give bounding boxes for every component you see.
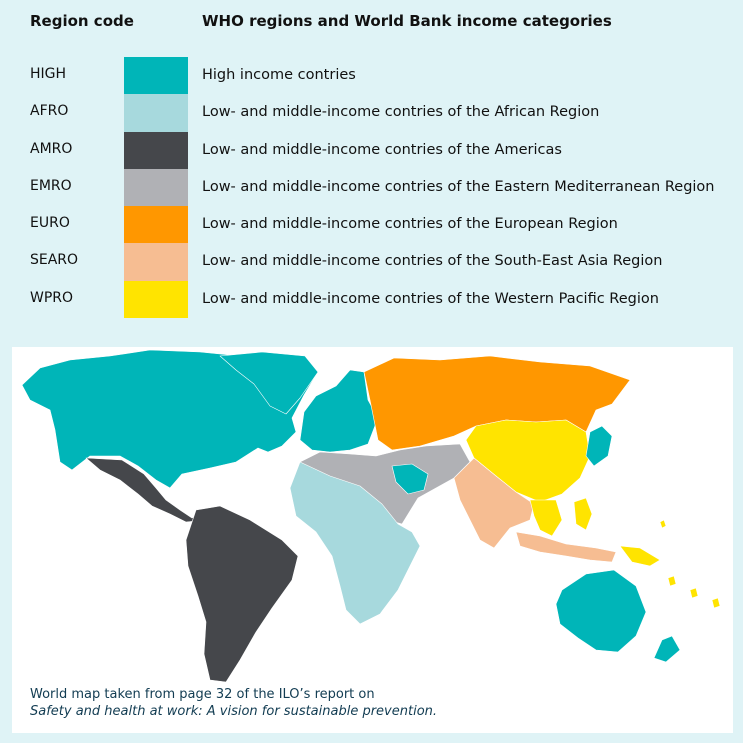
map-region-south-america-amro xyxy=(185,505,299,683)
map-region-philippines-wpro xyxy=(573,497,593,531)
legend-row-amro: AMRO Low- and middle-income contries of … xyxy=(0,131,743,169)
region-description: Low- and middle-income contries of the E… xyxy=(202,216,618,233)
legend-row-euro: EURO Low- and middle-income contries of … xyxy=(0,206,743,244)
map-caption: World map taken from page 32 of the ILO’… xyxy=(30,686,437,720)
region-code: AFRO xyxy=(30,103,69,120)
color-swatch xyxy=(124,57,188,95)
legend: HIGH High income contries AFRO Low- and … xyxy=(0,57,743,319)
legend-row-afro: AFRO Low- and middle-income contries of … xyxy=(0,94,743,132)
legend-row-emro: EMRO Low- and middle-income contries of … xyxy=(0,168,743,207)
region-code: HIGH xyxy=(30,66,67,82)
map-region-south-asia-searo xyxy=(453,457,535,549)
map-region-southeast-asia-wpro xyxy=(529,499,563,537)
region-code: AMRO xyxy=(30,140,73,157)
color-swatch xyxy=(124,168,188,207)
map-region-indonesia-searo xyxy=(515,531,617,563)
map-region-new-zealand-high xyxy=(653,635,681,663)
region-description: High income contries xyxy=(202,67,356,83)
region-code: EURO xyxy=(30,215,70,232)
map-region-pacific-islands-wpro xyxy=(659,519,721,609)
map-region-europe-high xyxy=(299,369,379,453)
map-region-north-america-high xyxy=(21,349,319,489)
region-description: Low- and middle-income contries of the A… xyxy=(202,104,600,121)
legend-description-heading: WHO regions and World Bank income catego… xyxy=(202,12,612,30)
color-swatch xyxy=(124,94,188,132)
region-code-heading: Region code xyxy=(30,12,134,30)
map-region-greenland-high xyxy=(219,351,319,415)
legend-row-wpro: WPRO Low- and middle-income contries of … xyxy=(0,280,743,319)
legend-row-searo: SEARO Low- and middle-income contries of… xyxy=(0,243,743,281)
legend-row-high: HIGH High income contries xyxy=(0,57,743,95)
map-region-png-wpro xyxy=(619,545,661,567)
map-region-australia-high xyxy=(555,569,647,653)
map-region-africa-afro xyxy=(289,461,421,625)
region-code: WPRO xyxy=(30,289,74,306)
region-code: SEARO xyxy=(30,252,79,269)
region-description: Low- and middle-income contries of the E… xyxy=(202,178,715,195)
caption-line-1: World map taken from page 32 of the ILO’… xyxy=(30,687,375,702)
region-code: EMRO xyxy=(30,177,72,194)
caption-line-2: Safety and health at work: A vision for … xyxy=(30,704,438,719)
world-map xyxy=(12,347,733,733)
region-description: Low- and middle-income contries of the A… xyxy=(202,141,562,158)
map-region-gulf-high xyxy=(391,463,429,495)
region-description: Low- and middle-income contries of the S… xyxy=(202,253,663,270)
color-swatch xyxy=(124,280,188,319)
region-description: Low- and middle-income contries of the W… xyxy=(202,290,659,307)
color-swatch xyxy=(124,206,188,244)
map-region-japan-high xyxy=(585,425,613,467)
color-swatch xyxy=(124,131,188,169)
color-swatch xyxy=(124,243,188,281)
